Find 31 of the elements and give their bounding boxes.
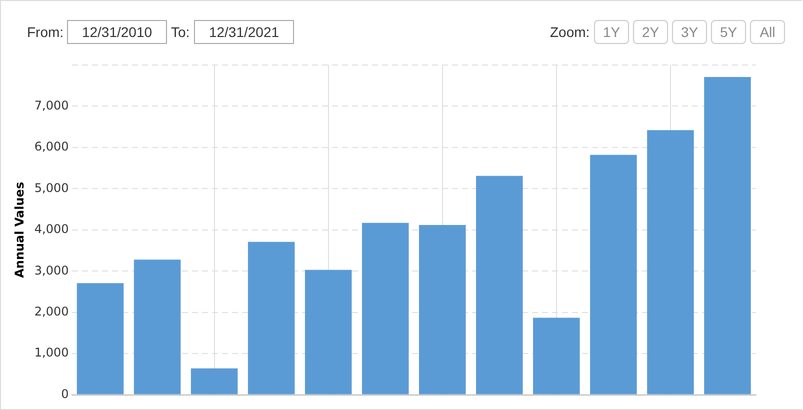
y-tick-label: 0: [61, 386, 69, 401]
text: 5Y: [711, 20, 746, 44]
y-tick-label: 4,000: [34, 222, 69, 236]
y-tick-label: 7,000: [34, 98, 69, 112]
y-tick-label: 5,000: [34, 180, 69, 195]
bar: [76, 283, 124, 394]
text: All: [750, 20, 785, 44]
bar: [304, 270, 352, 394]
text: 12/31/2010: [67, 20, 167, 44]
bar: [476, 176, 523, 394]
y-tick-label: 3,000: [34, 263, 69, 278]
y-tick-label: 2,000: [34, 304, 69, 318]
text: 2Y: [633, 20, 668, 44]
text: From:: [27, 24, 64, 40]
y-axis-title: Annual Values: [12, 182, 26, 278]
text: Zoom:: [550, 24, 590, 40]
bar: [533, 318, 580, 394]
bar: [362, 222, 409, 394]
text: To:: [171, 24, 190, 40]
bar: [248, 242, 295, 394]
bar: [590, 154, 637, 394]
text: 3Y: [672, 20, 707, 44]
bar: [134, 260, 181, 394]
text: 12/31/2021: [194, 20, 294, 44]
y-tick-label: 1,000: [34, 346, 69, 360]
bar: [419, 224, 466, 394]
bar: [190, 368, 238, 394]
text: 1Y: [594, 20, 629, 44]
y-tick-label: 6,000: [34, 140, 69, 154]
bar: [704, 76, 751, 394]
bar: [647, 130, 694, 394]
